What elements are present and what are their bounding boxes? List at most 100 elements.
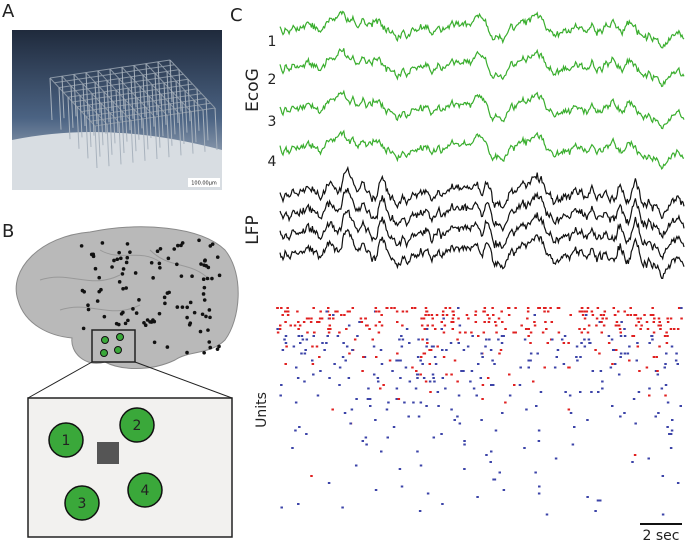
array-needle (169, 103, 173, 146)
electrode-dot (202, 285, 207, 290)
array-needle (148, 95, 152, 139)
time-scale-label: 2 sec (643, 528, 680, 544)
electrode-dot (203, 258, 207, 263)
panel-label: B (2, 221, 14, 242)
ecog-channel-label: 3 (268, 114, 277, 130)
electrode-dot (143, 323, 148, 328)
electrode-dot (86, 303, 90, 307)
electrode-dot (117, 250, 121, 255)
electrode-dot (157, 261, 162, 266)
electrode-dot (206, 328, 210, 332)
array-needle (187, 79, 191, 122)
ecog-trace (279, 48, 685, 88)
electrode-dot (126, 318, 130, 323)
electrode-dot (128, 250, 132, 254)
electrode-dot (205, 276, 210, 281)
electrode-dot (210, 276, 214, 281)
lfp-trace (279, 228, 685, 279)
array-needle (145, 107, 149, 150)
array-needle (184, 90, 188, 133)
electrode-dot (180, 241, 185, 245)
electrode-dot (202, 298, 207, 302)
electrode-dot (204, 264, 208, 268)
electrode-dot (115, 257, 120, 262)
array-needle (112, 101, 116, 144)
electrode-dot (175, 262, 179, 267)
electrode-label: 4 (141, 483, 150, 499)
ecog-trace (279, 129, 685, 171)
electrode-dot (86, 307, 91, 312)
electrode-dot (185, 315, 189, 320)
electrode-dot (179, 274, 184, 278)
array-needle (106, 124, 110, 167)
electrode-dot (137, 298, 141, 302)
array-needle (133, 109, 137, 152)
ecog-dot (114, 346, 122, 354)
array-needle (175, 80, 179, 124)
electrode-dot (217, 344, 221, 349)
array-needle (121, 110, 125, 154)
brain (15, 226, 239, 369)
array-grid (121, 66, 168, 116)
array-needle (163, 82, 167, 125)
array-needle (103, 91, 107, 134)
array-needle (172, 92, 176, 135)
electrode-dot (151, 276, 155, 280)
array-needle (205, 98, 209, 141)
electrode-dot (208, 345, 213, 350)
electrode-dot (185, 350, 189, 355)
array-needle (121, 67, 125, 110)
array-needle (58, 87, 62, 130)
electrode-dot (158, 265, 162, 270)
array-needle (145, 63, 149, 106)
electrode-dot (162, 295, 167, 300)
electrode-dot (204, 314, 208, 319)
ecog-trace (279, 10, 685, 49)
electrode-dot (192, 310, 197, 315)
zoom-line (27, 361, 93, 399)
array-needle (70, 85, 74, 128)
array-grid (133, 65, 180, 114)
array-needle (73, 74, 77, 117)
electrode-dot (167, 290, 171, 295)
electrode-dot (155, 249, 160, 254)
electrode-dot (121, 286, 125, 291)
electrode-dot (97, 289, 101, 294)
electrode-dot (208, 315, 212, 320)
electrode-label: 1 (62, 433, 71, 449)
lfp-title: LFP (243, 215, 263, 245)
electrode-dot (123, 321, 128, 326)
electrode-dot (134, 311, 139, 315)
array-needle (190, 111, 194, 154)
electrode-dot (81, 326, 86, 331)
array-needle (154, 73, 158, 116)
array-needle (202, 109, 206, 152)
electrode-dot (102, 314, 107, 319)
array-needle (196, 88, 200, 131)
array-needle (109, 68, 113, 112)
electrode-dot (149, 260, 154, 265)
array-needle (67, 97, 71, 140)
array-needle (130, 120, 134, 163)
array-needle (178, 69, 182, 112)
array-needle (166, 115, 170, 158)
ecog-electrode (48, 422, 84, 458)
electrode-dot (158, 246, 163, 251)
array-needle (94, 125, 98, 169)
array-needle (85, 116, 89, 159)
array-needle (136, 97, 140, 140)
electrode-dot (175, 305, 180, 309)
electrode-dot (133, 271, 138, 275)
electrode-dot (215, 255, 220, 259)
array-needle (124, 99, 128, 142)
array-needle (79, 95, 83, 138)
array-needle (61, 76, 65, 119)
array-needle (109, 112, 113, 155)
electrode-dot (121, 267, 126, 271)
array-needle (154, 116, 158, 160)
array-needle (82, 83, 86, 127)
lfp-trace (279, 209, 685, 261)
array-needle (214, 107, 218, 151)
array-needle (139, 86, 143, 129)
